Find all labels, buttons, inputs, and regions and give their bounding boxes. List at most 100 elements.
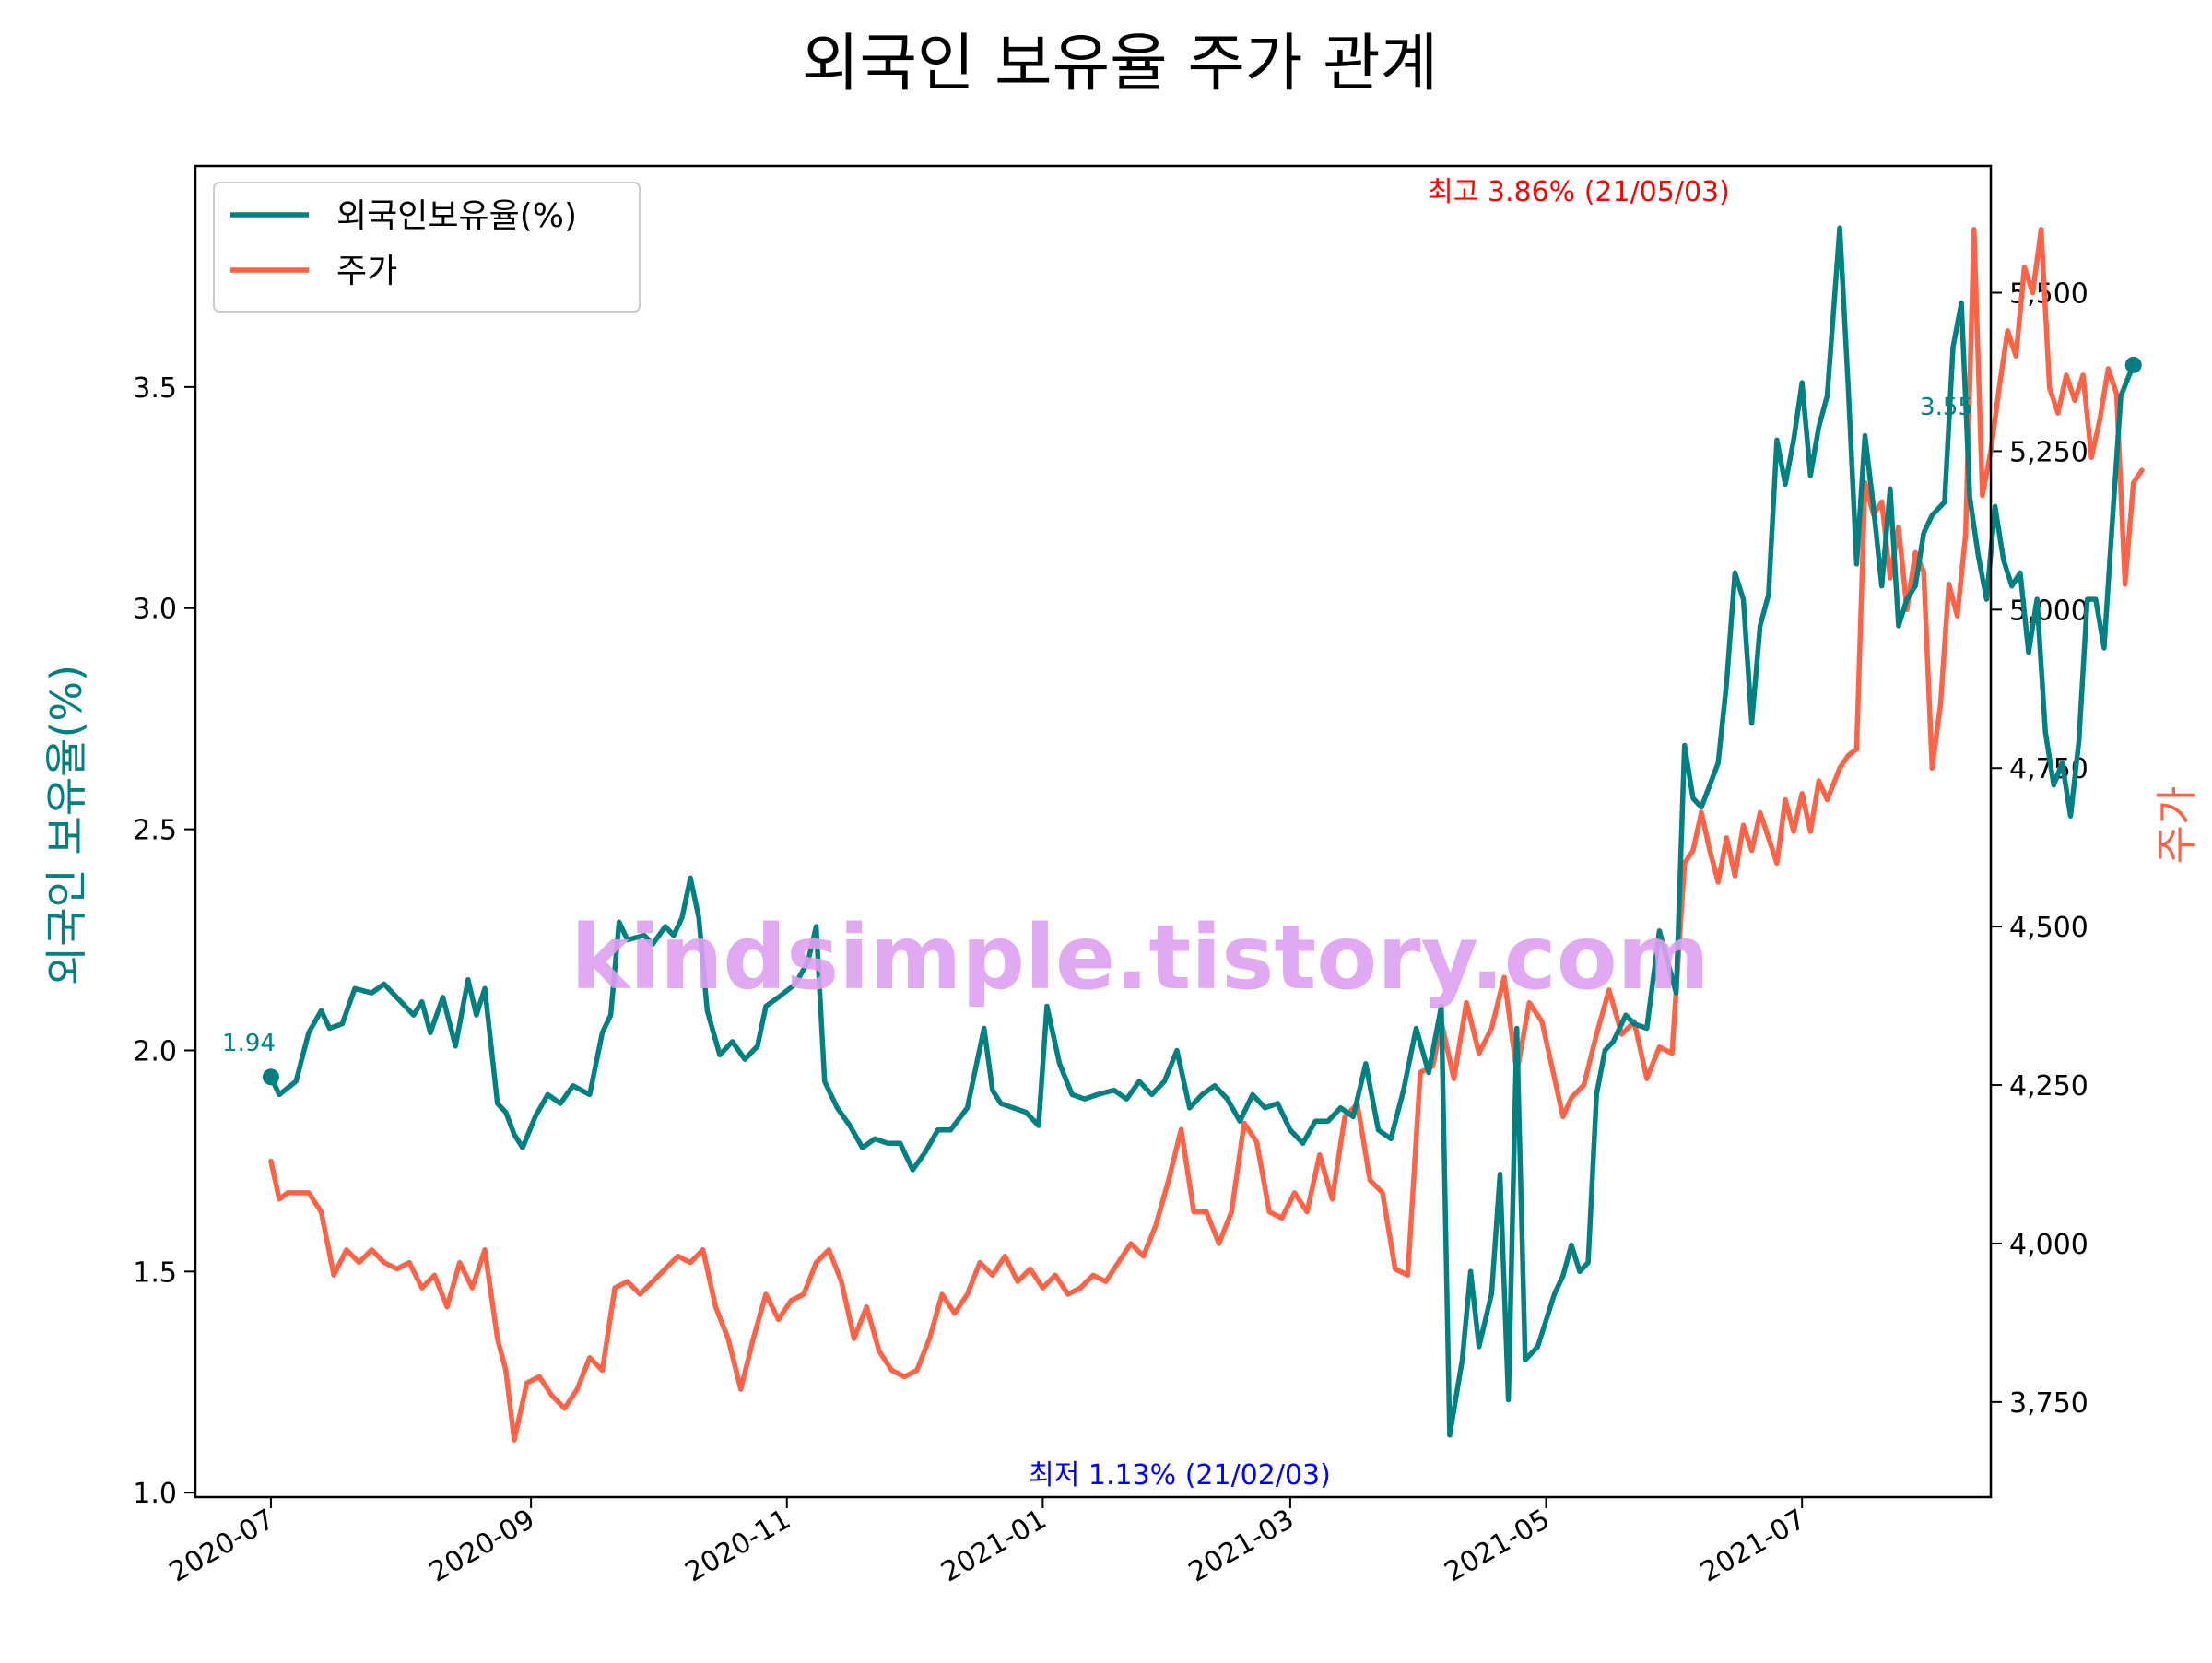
- data-point: [991, 1089, 994, 1092]
- data-point: [1750, 722, 1754, 725]
- data-point: [911, 1168, 914, 1172]
- data-point: [739, 1387, 743, 1391]
- data-point: [2115, 393, 2118, 395]
- data-point: [1561, 1274, 1565, 1278]
- data-point: [718, 1053, 722, 1056]
- y2-axis-label: 주가: [2152, 786, 2202, 865]
- start-value-label: 1.94: [222, 1030, 276, 1057]
- data-point: [890, 1369, 893, 1372]
- data-point: [504, 1111, 508, 1115]
- data-point: [777, 996, 781, 999]
- data-point: [1943, 501, 1947, 504]
- data-point: [277, 1197, 281, 1201]
- data-point: [1461, 1358, 1464, 1362]
- data-point: [1465, 1001, 1468, 1005]
- data-point: [2027, 651, 2030, 655]
- data-point: [382, 983, 386, 985]
- data-point: [1205, 1210, 1208, 1214]
- data-point: [1913, 584, 1917, 588]
- data-point: [496, 1337, 500, 1340]
- data-point: [726, 1337, 730, 1340]
- data-point: [626, 938, 629, 941]
- data-point: [1318, 1153, 1322, 1157]
- data-point: [794, 983, 797, 985]
- data-point: [286, 1191, 289, 1195]
- data-point: [1041, 1286, 1044, 1290]
- data-point: [1469, 1269, 1473, 1273]
- data-point: [764, 1005, 768, 1008]
- data-point: [1288, 1128, 1292, 1132]
- data-point: [1200, 1092, 1204, 1096]
- data-point: [948, 1128, 952, 1132]
- data-point: [1947, 583, 1950, 586]
- data-point: [651, 942, 654, 946]
- data-point: [2140, 468, 2144, 472]
- data-point: [1700, 806, 1703, 809]
- data-point: [1683, 861, 1687, 865]
- data-point: [1913, 550, 1917, 554]
- data-point: [680, 916, 684, 919]
- data-point: [1897, 525, 1900, 529]
- data-point: [1708, 849, 1712, 853]
- data-point: [815, 1261, 818, 1265]
- data-point: [466, 978, 470, 982]
- data-point: [353, 986, 357, 990]
- data-point: [1129, 1242, 1133, 1245]
- data-point: [1742, 823, 1745, 827]
- data-point: [269, 1160, 273, 1163]
- data-point: [873, 1137, 877, 1140]
- data-point: [1750, 849, 1754, 853]
- data-point: [1415, 1027, 1418, 1030]
- data-point: [1984, 597, 1988, 601]
- data-point: [1854, 748, 1858, 751]
- y-tick-label: 2.5: [133, 815, 177, 847]
- data-point: [382, 1261, 386, 1265]
- data-point: [1124, 1097, 1128, 1101]
- data-point: [1053, 1273, 1057, 1277]
- data-point: [823, 1079, 827, 1083]
- y2-tick-label: 4,500: [2009, 912, 2088, 944]
- data-point: [815, 925, 818, 928]
- data-point: [1783, 482, 1787, 486]
- data-point: [953, 1312, 957, 1315]
- data-point: [1016, 1280, 1019, 1283]
- data-point: [1502, 975, 1506, 979]
- data-point: [1846, 385, 1850, 389]
- data-point: [940, 1292, 944, 1296]
- data-point: [1083, 1097, 1087, 1101]
- data-point: [420, 1000, 424, 1004]
- data-point: [2124, 583, 2127, 586]
- data-point: [1645, 1027, 1649, 1030]
- data-point: [705, 1008, 709, 1012]
- data-point: [1716, 880, 1720, 884]
- y-tick-label: 3.5: [133, 372, 177, 405]
- chart-title: 외국인 보유율 주가 관계: [802, 28, 1438, 100]
- data-point: [412, 1013, 416, 1017]
- data-point: [1448, 1433, 1452, 1437]
- data-point: [861, 1146, 865, 1150]
- data-point: [1817, 425, 1820, 429]
- data-point: [1313, 1119, 1317, 1123]
- data-point: [1792, 830, 1795, 833]
- data-point: [1070, 1092, 1074, 1096]
- data-point: [1477, 1052, 1481, 1056]
- data-point: [559, 1102, 562, 1105]
- data-point: [777, 1318, 781, 1321]
- data-point: [1553, 1077, 1557, 1080]
- data-point: [1507, 1398, 1511, 1401]
- data-point: [1343, 1115, 1347, 1118]
- data-point: [1938, 703, 1942, 706]
- y-axis-label: 외국인 보유율(%): [41, 665, 91, 985]
- data-point: [1175, 1049, 1179, 1052]
- data-point: [1180, 1127, 1183, 1131]
- data-point: [1389, 1137, 1393, 1140]
- data-point: [1800, 792, 1804, 796]
- data-point: [1192, 1210, 1195, 1214]
- data-point: [1594, 1032, 1598, 1036]
- watermark: kindsimple.tistory.com: [571, 906, 1709, 1009]
- data-point: [2002, 558, 2006, 561]
- data-point: [1724, 836, 1728, 840]
- data-point: [504, 1369, 508, 1372]
- data-point: [1808, 830, 1812, 833]
- data-point: [1553, 1291, 1557, 1295]
